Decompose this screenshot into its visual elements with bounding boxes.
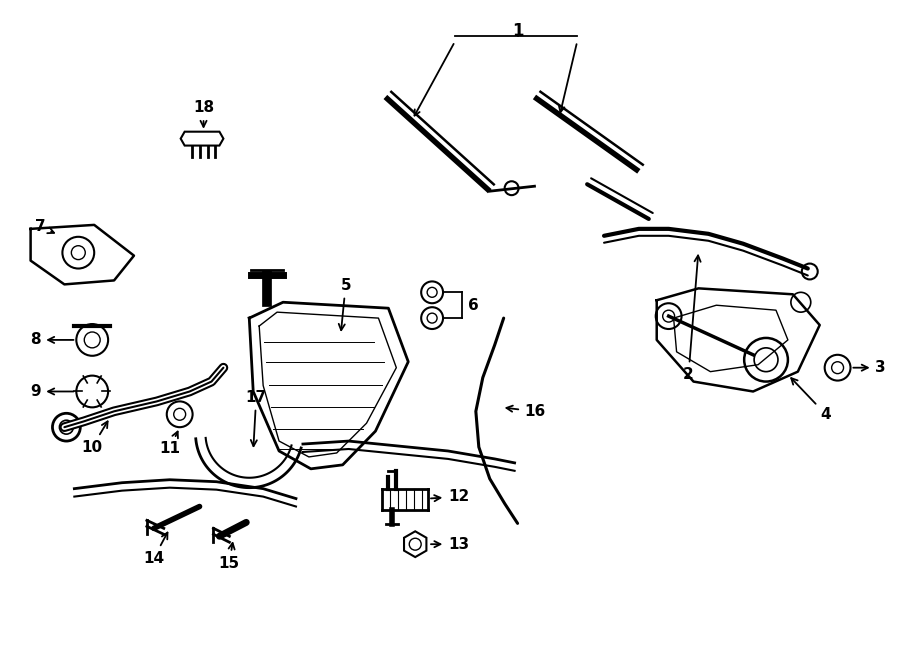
Text: 2: 2 bbox=[683, 255, 700, 382]
Text: 16: 16 bbox=[507, 404, 545, 419]
Text: 7: 7 bbox=[35, 219, 54, 235]
Text: 9: 9 bbox=[30, 384, 74, 399]
Text: 12: 12 bbox=[431, 489, 469, 504]
Text: 14: 14 bbox=[143, 533, 167, 566]
Text: 18: 18 bbox=[193, 100, 214, 127]
Text: 4: 4 bbox=[791, 378, 831, 422]
Text: 3: 3 bbox=[853, 360, 886, 375]
Text: 13: 13 bbox=[431, 537, 469, 552]
Text: 5: 5 bbox=[338, 278, 351, 330]
Text: 17: 17 bbox=[246, 390, 266, 446]
Text: 15: 15 bbox=[219, 543, 240, 570]
Text: 11: 11 bbox=[159, 432, 180, 457]
Text: 6: 6 bbox=[468, 297, 479, 313]
Text: 1: 1 bbox=[512, 22, 523, 40]
Text: 10: 10 bbox=[82, 421, 108, 455]
Polygon shape bbox=[181, 132, 223, 145]
Text: 8: 8 bbox=[30, 332, 74, 348]
